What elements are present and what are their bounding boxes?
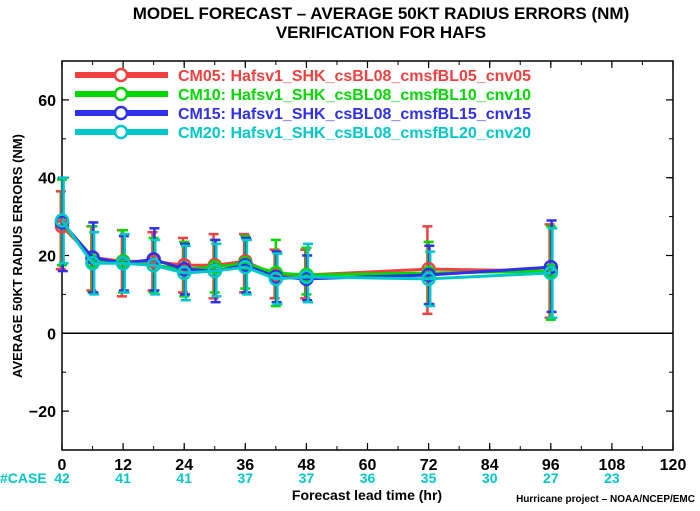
case-count: 41 xyxy=(115,470,131,486)
x-tick-label: 84 xyxy=(481,457,499,474)
series-point xyxy=(238,259,253,275)
legend-swatch-marker xyxy=(113,67,129,83)
x-tick-label: 108 xyxy=(599,457,626,474)
legend-label: CM05: Hafsv1_SHK_csBL08_cmsfBL05_cnv05 xyxy=(178,68,531,85)
x-tick-label: 0 xyxy=(58,457,67,474)
x-tick-label: 24 xyxy=(175,457,193,474)
case-count: 37 xyxy=(299,470,315,486)
series-point xyxy=(176,265,192,281)
legend-swatch-marker xyxy=(113,105,129,121)
series-point xyxy=(146,257,161,273)
x-axis-label: Forecast lead time (hr) xyxy=(292,487,442,503)
x-tick-label: 12 xyxy=(114,457,132,474)
case-count: 30 xyxy=(482,470,498,486)
series-point xyxy=(543,265,559,281)
legend-label: CM10: Hafsv1_SHK_csBL08_cmsfBL10_cnv10 xyxy=(178,87,531,104)
case-count: 41 xyxy=(176,470,192,486)
series-point xyxy=(207,263,222,279)
cases-label: #CASE xyxy=(0,470,47,486)
case-count: 37 xyxy=(238,470,254,486)
chart-title: MODEL FORECAST – AVERAGE 50KT RADIUS ERR… xyxy=(133,4,630,23)
series-line xyxy=(60,219,551,281)
case-count: 36 xyxy=(360,470,376,486)
case-count: 27 xyxy=(543,470,559,486)
x-tick-label: 36 xyxy=(236,457,254,474)
legend-label: CM15: Hafsv1_SHK_csBL08_cmsfBL15_cnv15 xyxy=(178,106,531,123)
credit-text: Hurricane project – NOAA/NCEP/EMC xyxy=(516,494,695,505)
y-tick-label: 20 xyxy=(38,249,56,266)
chart-subtitle: VERIFICATION FOR HAFS xyxy=(276,23,486,42)
y-tick-label: 0 xyxy=(47,326,56,343)
series-point xyxy=(421,271,436,287)
legend-swatch-marker xyxy=(113,86,129,102)
case-count: 35 xyxy=(421,470,437,486)
x-tick-label: 60 xyxy=(359,457,377,474)
y-tick-label: −20 xyxy=(29,404,56,421)
case-count: 23 xyxy=(604,470,620,486)
series-point xyxy=(54,213,70,228)
series-point xyxy=(299,269,314,285)
y-tick-label: 40 xyxy=(38,171,56,188)
case-count: 42 xyxy=(54,470,70,486)
x-tick-label: 48 xyxy=(298,457,316,474)
series-point xyxy=(268,271,284,287)
y-tick-label: 60 xyxy=(38,93,56,110)
legend-swatch-marker xyxy=(113,124,129,140)
x-tick-label: 120 xyxy=(660,457,687,474)
series-point xyxy=(115,256,131,271)
x-tick-label: 72 xyxy=(420,457,438,474)
x-tick-label: 96 xyxy=(542,457,560,474)
legend-label: CM20: Hafsv1_SHK_csBL08_cmsfBL20_cnv20 xyxy=(178,125,531,142)
y-axis-label: AVERAGE 50KT RADIUS ERRORS (NM) xyxy=(10,134,25,378)
series-point xyxy=(85,256,100,271)
